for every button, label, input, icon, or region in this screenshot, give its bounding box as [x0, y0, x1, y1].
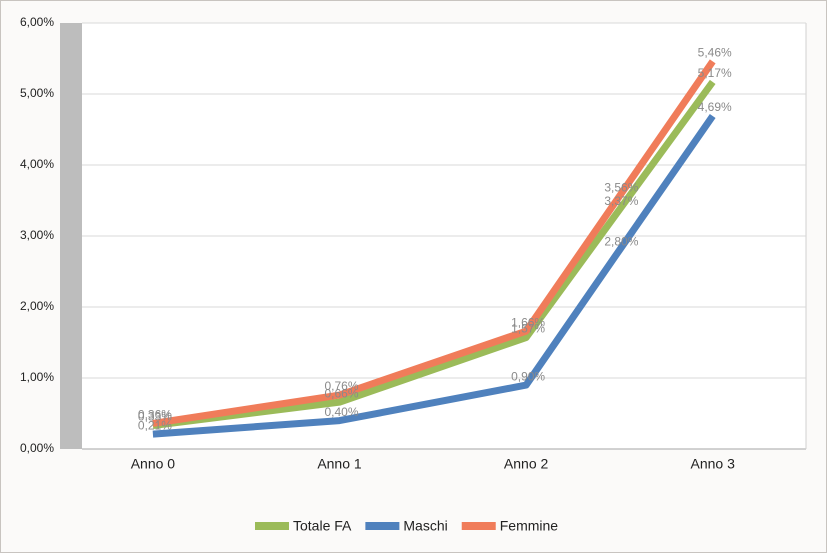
y-tick-label: 2,00% [20, 299, 54, 313]
legend-swatch [461, 522, 496, 530]
data-label: 0,66% [324, 386, 358, 400]
data-label: 5,46% [698, 46, 732, 60]
legend-label: Maschi [403, 518, 447, 534]
data-label: 0,36% [138, 408, 172, 422]
data-label: 0,33% [138, 410, 172, 424]
data-label: 5,17% [698, 66, 732, 80]
data-label: 3,56% [604, 180, 638, 194]
data-label: 0,76% [324, 379, 358, 393]
y-tick-label: 3,00% [20, 228, 54, 242]
legend-swatch [365, 522, 400, 530]
data-label: 1,66% [511, 315, 545, 329]
data-label: 0,90% [511, 369, 545, 383]
data-label: 0,21% [138, 418, 172, 432]
y-tick-label: 1,00% [20, 370, 54, 384]
series-line [152, 59, 716, 427]
legend-label: Femmine [500, 518, 559, 534]
legend-swatch [255, 522, 289, 530]
series-line [152, 114, 716, 438]
data-label: 4,69% [698, 100, 732, 114]
x-tick-label: Anno 0 [131, 456, 176, 472]
legend-label: Totale FA [293, 518, 352, 534]
y-tick-label: 5,00% [20, 86, 54, 100]
series-line [152, 79, 716, 430]
data-label: 2,80% [604, 234, 638, 248]
y-tick-label: 4,00% [20, 157, 54, 171]
side-wall [60, 23, 82, 449]
data-label: 1,57% [511, 322, 545, 336]
x-tick-label: Anno 3 [691, 456, 736, 472]
data-label: 0,40% [324, 405, 358, 419]
data-label: 3,37% [604, 194, 638, 208]
y-tick-label: 6,00% [20, 15, 54, 29]
x-tick-label: Anno 1 [317, 456, 362, 472]
x-tick-label: Anno 2 [504, 456, 549, 472]
y-tick-label: 0,00% [20, 441, 54, 455]
